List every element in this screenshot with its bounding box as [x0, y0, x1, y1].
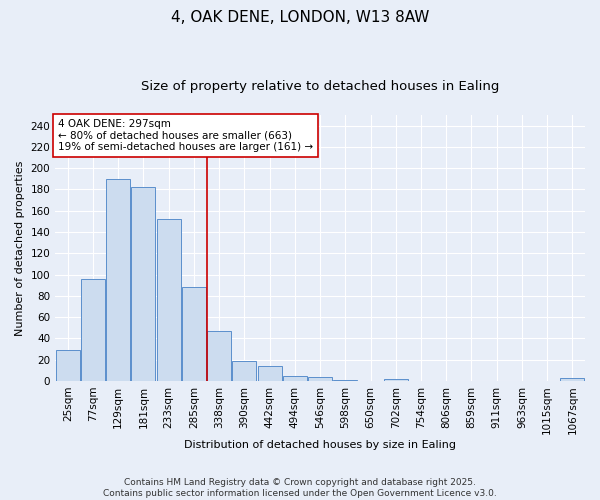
Bar [334, 380, 357, 381]
Bar [560, 378, 584, 381]
Text: Contains HM Land Registry data © Crown copyright and database right 2025.
Contai: Contains HM Land Registry data © Crown c… [103, 478, 497, 498]
Y-axis label: Number of detached properties: Number of detached properties [15, 160, 25, 336]
Bar [283, 376, 307, 381]
Bar [257, 366, 281, 381]
Bar [131, 188, 155, 381]
Bar [81, 279, 105, 381]
Bar [106, 179, 130, 381]
Bar [157, 220, 181, 381]
Bar [182, 288, 206, 381]
X-axis label: Distribution of detached houses by size in Ealing: Distribution of detached houses by size … [184, 440, 456, 450]
Bar [56, 350, 80, 381]
Bar [384, 379, 408, 381]
Bar [308, 376, 332, 381]
Bar [207, 331, 231, 381]
Title: Size of property relative to detached houses in Ealing: Size of property relative to detached ho… [141, 80, 499, 93]
Text: 4 OAK DENE: 297sqm
← 80% of detached houses are smaller (663)
19% of semi-detach: 4 OAK DENE: 297sqm ← 80% of detached hou… [58, 119, 313, 152]
Text: 4, OAK DENE, LONDON, W13 8AW: 4, OAK DENE, LONDON, W13 8AW [171, 10, 429, 25]
Bar [232, 360, 256, 381]
